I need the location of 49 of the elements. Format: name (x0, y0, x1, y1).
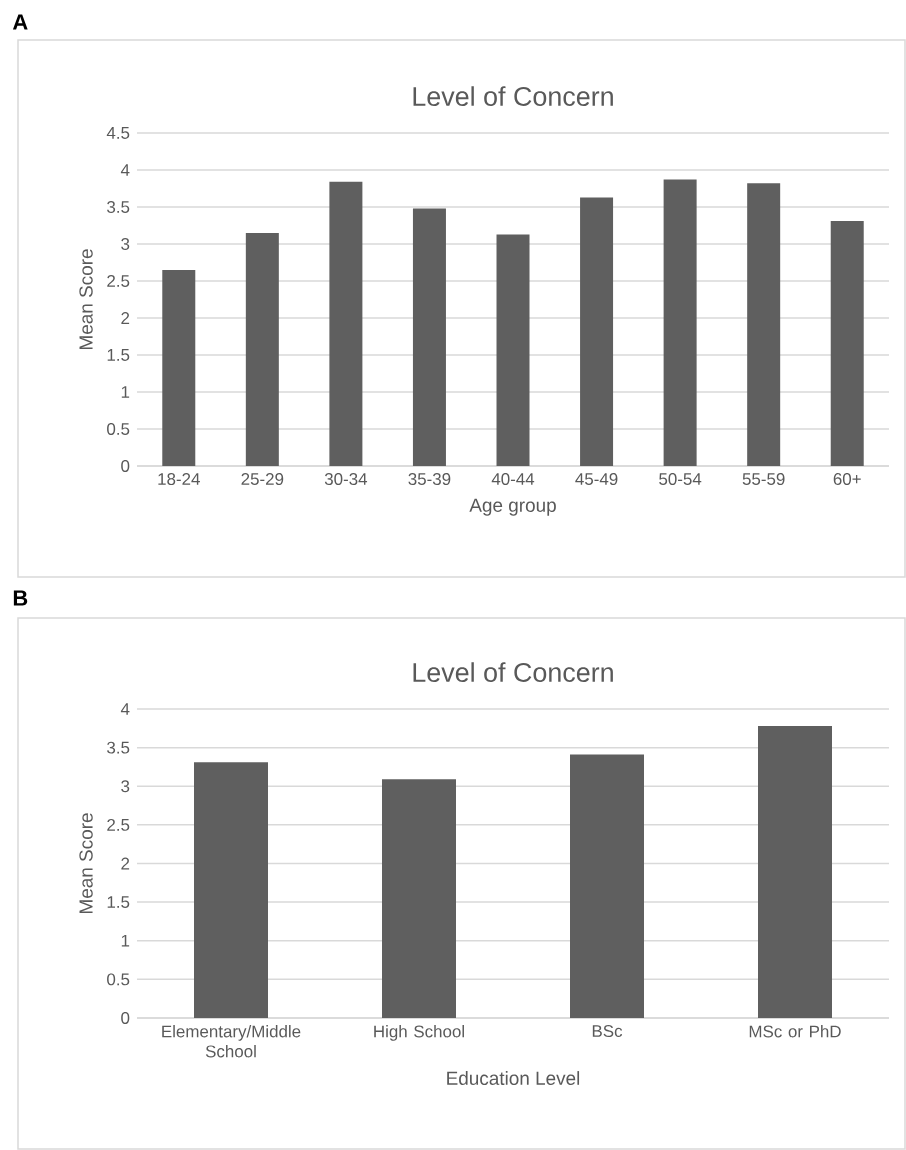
bar (580, 197, 614, 466)
bar (329, 181, 363, 466)
bar (412, 208, 446, 466)
y-tick-label: 0.5 (107, 423, 130, 435)
y-tick-label: 1.5 (107, 896, 130, 909)
chart-title: Level of Concern (413, 86, 613, 106)
x-tick-label: 50-54 (659, 473, 702, 486)
y-tick-label: 3.5 (107, 741, 130, 754)
bar (245, 232, 279, 466)
x-tick-label: High School (374, 1025, 464, 1041)
y-tick-label: 4.5 (106, 127, 130, 139)
y-tick-label: 3 (121, 780, 130, 793)
x-tick-label: 35-39 (408, 473, 451, 486)
y-axis-title: Mean Score (79, 813, 93, 913)
y-tick-label: 1.5 (107, 349, 130, 361)
bar (162, 269, 196, 466)
y-tick-label: 0 (121, 1012, 130, 1024)
x-tick-label: 60+ (833, 473, 861, 486)
x-tick-label: 45-49 (575, 473, 618, 486)
chart-title: Level of Concern (413, 662, 613, 682)
text: B (13, 590, 28, 606)
x-tick-label: MSc or PhD (749, 1025, 841, 1038)
y-tick-label: 2.5 (107, 275, 130, 287)
x-tick-label: BSc (592, 1025, 623, 1038)
y-tick-label: 0.5 (107, 973, 130, 986)
bar (830, 221, 864, 466)
y-tick-label: 3 (121, 238, 130, 250)
x-tick-label: 40-44 (491, 473, 535, 486)
y-tick-label: 0 (121, 460, 130, 472)
bar (496, 234, 530, 466)
x-tick-label: 18-24 (158, 473, 200, 486)
bar (663, 179, 697, 466)
y-tick-label: 4 (120, 164, 130, 176)
x-axis-title: Age group (469, 498, 556, 516)
y-tick-label: 1 (121, 934, 130, 947)
text: A (12, 14, 28, 30)
bar (747, 183, 781, 466)
y-tick-label: 4 (120, 703, 130, 715)
y-tick-label: 3.5 (107, 201, 130, 213)
x-tick-label: 55-59 (742, 473, 785, 486)
x-tick-label: 30-34 (324, 473, 368, 486)
x-axis-title: Education Level (447, 1071, 580, 1085)
y-tick-label: 2 (121, 857, 130, 870)
x-tick-label: 25-29 (241, 473, 284, 486)
y-tick-label: 2.5 (107, 818, 130, 831)
y-tick-label: 1 (121, 386, 130, 398)
y-tick-label: 2 (121, 312, 130, 324)
y-axis-title: Mean Score (79, 249, 93, 349)
x-tick-label: Elementary/Middle School (162, 1025, 301, 1058)
